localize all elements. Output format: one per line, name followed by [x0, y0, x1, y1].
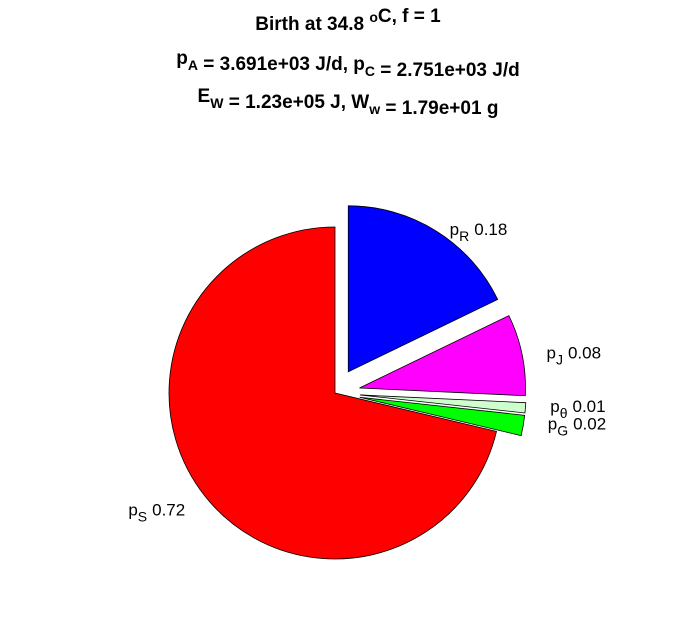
chart-title: Birth at 34.8 oC, f = 1: [255, 6, 441, 35]
slice-label: pG 0.02: [548, 415, 606, 438]
slice-label: pθ 0.01: [550, 397, 605, 420]
slice-label-name: p: [548, 415, 557, 434]
title-text: C, f = 1: [378, 6, 441, 27]
title-subscript: A: [188, 57, 198, 73]
slice-label-value: 0.18: [474, 221, 507, 240]
slice-label-subscript: J: [556, 351, 563, 367]
slice-label: pR 0.18: [450, 221, 508, 244]
title-text: = 3.691e+03 J/d, p: [198, 54, 365, 75]
slice-label-subscript: S: [138, 508, 147, 524]
title-text: = 2.751e+03 J/d: [375, 60, 520, 81]
slice-label-subscript: θ: [560, 405, 568, 421]
pie-slice: [168, 226, 497, 560]
slice-label-name: p: [128, 501, 137, 520]
title-text: = 1.23e+05 J, W: [223, 92, 369, 113]
slice-label-name: p: [550, 397, 559, 416]
pie-slice: [359, 396, 526, 437]
slice-label-value: 0.01: [573, 397, 606, 416]
title-subscript: W: [210, 95, 224, 111]
pie-slice: [347, 205, 499, 373]
pie-slice: [359, 315, 526, 397]
slice-label: pJ 0.08: [547, 344, 602, 367]
slice-label: pS 0.72: [128, 501, 185, 524]
pie-slice: [359, 394, 527, 414]
title-text: p: [176, 48, 188, 69]
chart-title: EW = 1.23e+05 J, Ww = 1.79e+01 g: [198, 86, 499, 119]
chart-title: pA = 3.691e+03 J/d, pC = 2.751e+03 J/d: [176, 48, 519, 81]
slice-label-value: 0.02: [573, 415, 606, 434]
slice-label-value: 0.08: [568, 344, 601, 363]
title-text: E: [198, 86, 211, 107]
slice-label-name: p: [547, 344, 556, 363]
title-subscript: w: [368, 101, 380, 117]
slice-label-subscript: G: [557, 422, 568, 438]
slice-label-value: 0.72: [152, 501, 185, 520]
slice-label-subscript: R: [459, 228, 469, 244]
slice-label-name: p: [450, 221, 459, 240]
title-text: Birth at 34.8: [255, 14, 369, 35]
title-text: = 1.79e+01 g: [380, 98, 498, 119]
title-subscript: C: [365, 63, 375, 79]
title-superscript: o: [369, 9, 378, 25]
